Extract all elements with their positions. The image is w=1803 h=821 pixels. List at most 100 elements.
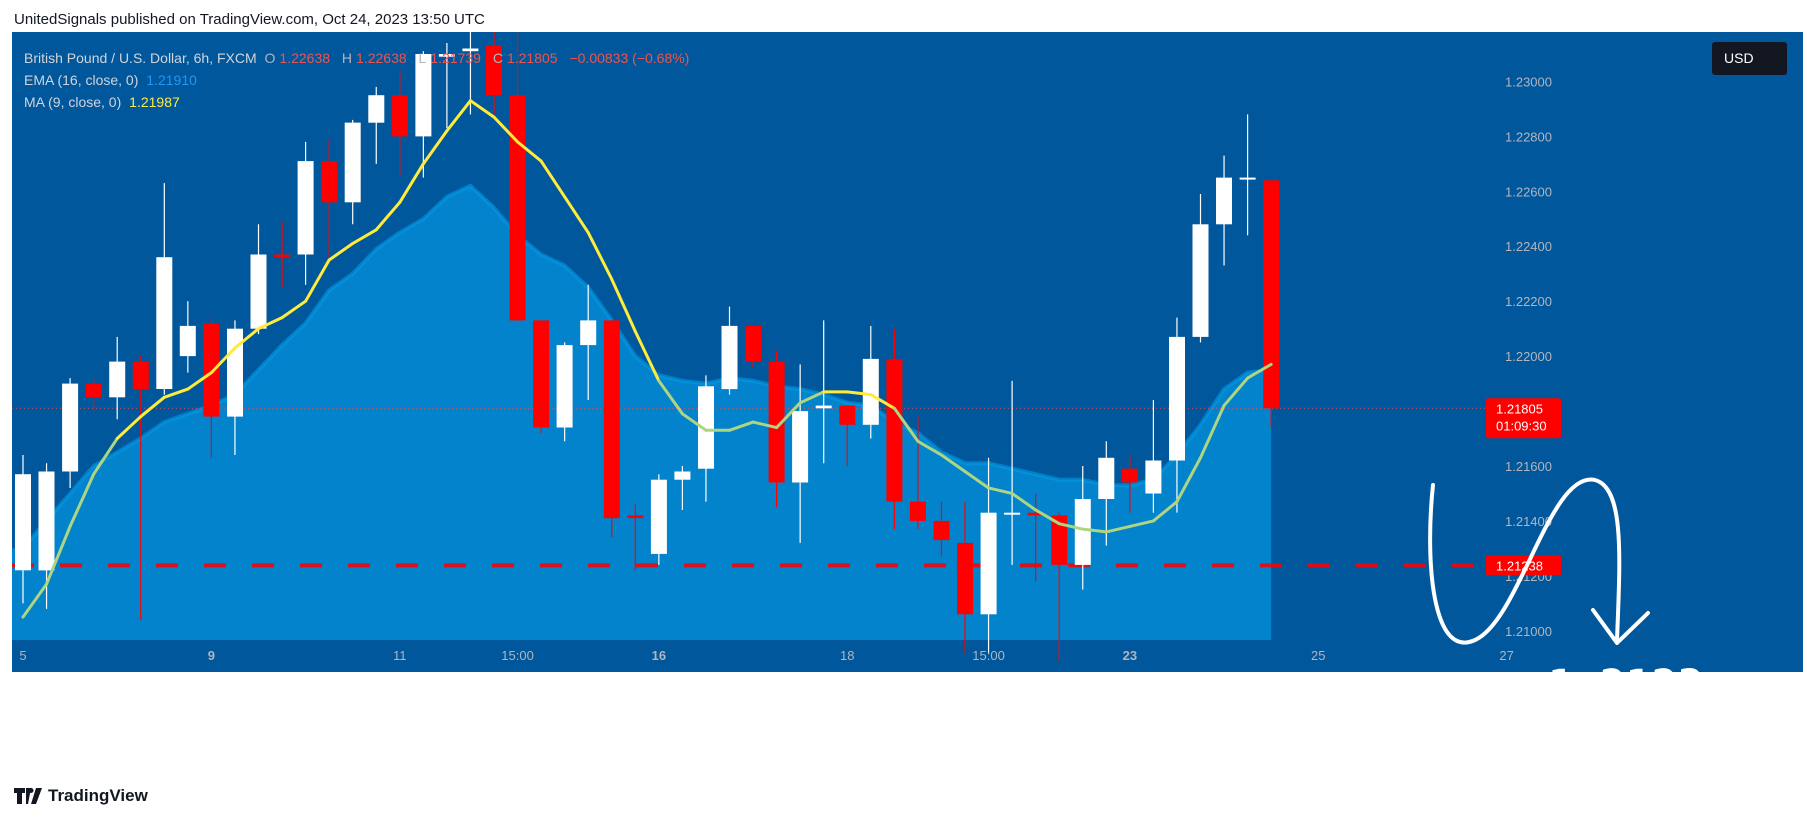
- price-tick-label: 1.21000: [1505, 624, 1552, 639]
- candle-body: [886, 358, 903, 502]
- ma-line-segment: [563, 195, 590, 235]
- ma-line-segment: [939, 453, 967, 473]
- currency-button[interactable]: USD: [1712, 42, 1787, 75]
- candle: [957, 501, 973, 653]
- candle-body: [38, 471, 55, 571]
- ma-line-segment: [610, 277, 637, 333]
- candle-body: [156, 257, 173, 389]
- legend-ma-label: MA (9, close, 0): [24, 94, 122, 110]
- candle-body: [603, 320, 620, 519]
- candle-body: [203, 323, 220, 417]
- candle: [297, 141, 314, 285]
- ma-line-segment: [21, 582, 49, 619]
- ma-line-segment: [1104, 524, 1132, 534]
- ma-line-segment: [68, 472, 96, 528]
- ma-line-segment: [162, 387, 190, 399]
- candle: [674, 465, 691, 510]
- candle: [509, 32, 526, 321]
- candle: [132, 356, 149, 620]
- tradingview-logo[interactable]: TradingView: [14, 786, 148, 806]
- candle: [721, 306, 738, 395]
- candle: [203, 317, 220, 458]
- candle-body: [909, 501, 926, 521]
- candle-body: [721, 325, 738, 390]
- candle-body: [580, 320, 597, 346]
- legend-change: −0.00833 (−0.68%): [569, 50, 690, 66]
- candle-body: [438, 54, 455, 57]
- ma-line-segment: [92, 437, 119, 476]
- legend-ema-label: EMA (16, close, 0): [24, 72, 139, 88]
- current-price-label: 1.21805: [1496, 401, 1543, 416]
- candle-body: [15, 474, 31, 571]
- candle: [698, 375, 714, 502]
- ma-line-segment: [45, 524, 72, 586]
- legend-low: L 1.21739: [418, 50, 481, 66]
- price-tick-label: 1.22600: [1505, 184, 1552, 199]
- candle: [1051, 512, 1068, 662]
- candle-body: [1098, 457, 1115, 499]
- candle-body: [509, 95, 526, 321]
- ma-line-segment: [139, 395, 166, 419]
- candle: [344, 119, 361, 225]
- ma-line-segment: [115, 415, 143, 441]
- candle-body: [462, 48, 479, 52]
- candle-body: [109, 361, 126, 398]
- ma-line-segment: [1151, 500, 1179, 523]
- ma-line-segment: [751, 420, 779, 430]
- candle-body: [1051, 515, 1068, 565]
- ma-line-segment: [374, 200, 402, 232]
- tradingview-brand: TradingView: [48, 786, 148, 805]
- price-tick-label: 1.22000: [1505, 349, 1552, 364]
- candle-body: [132, 361, 149, 390]
- candle: [909, 416, 926, 530]
- candle: [839, 405, 856, 466]
- candle-body: [815, 405, 832, 409]
- candle: [980, 457, 997, 653]
- candle: [1098, 441, 1115, 546]
- candle-body: [768, 361, 785, 483]
- ma-line-segment: [869, 393, 896, 410]
- ma-line-segment: [586, 231, 614, 281]
- candle-body: [627, 515, 644, 519]
- ma-line-segment: [987, 486, 1014, 495]
- ma-line-segment: [445, 99, 472, 133]
- ma-line-segment: [233, 327, 260, 350]
- candle: [580, 284, 597, 401]
- publish-info: UnitedSignals published on TradingView.c…: [14, 11, 485, 28]
- candle: [886, 328, 903, 530]
- legend-high: H 1.22638: [341, 50, 407, 66]
- candle-body: [1239, 177, 1256, 180]
- ma-line-segment: [728, 420, 755, 432]
- ma-line-segment: [680, 412, 708, 432]
- support-price-tag: [1486, 555, 1561, 576]
- candle-body: [745, 325, 762, 362]
- candle-body: [1004, 512, 1021, 515]
- candle: [1216, 155, 1232, 266]
- candle: [486, 32, 502, 115]
- candle-body: [85, 383, 102, 398]
- projection-curve: [1428, 477, 1622, 645]
- price-tick-label: 1.21400: [1505, 514, 1552, 529]
- ma-line-segment: [1010, 491, 1038, 512]
- candle: [250, 224, 267, 335]
- ma-line-segment: [1081, 527, 1108, 534]
- countdown-label: 01:09:30: [1496, 418, 1547, 433]
- candle: [745, 325, 762, 368]
- ma-line-segment: [1199, 404, 1226, 460]
- candle: [792, 364, 809, 543]
- legend-ma-row: MA (9, close, 0) 1.21987: [24, 91, 693, 113]
- candle-body: [980, 512, 997, 615]
- candle-body: [533, 320, 550, 428]
- candle: [15, 455, 31, 604]
- ma-line-segment: [516, 140, 543, 163]
- ma-line-segment: [892, 406, 920, 443]
- ma-line-segment: [351, 228, 378, 246]
- time-tick-label: 16: [652, 648, 666, 663]
- legend-open: O 1.22638: [264, 50, 331, 66]
- candle: [85, 378, 102, 412]
- candle: [156, 183, 173, 395]
- price-tick-label: 1.21600: [1505, 459, 1552, 474]
